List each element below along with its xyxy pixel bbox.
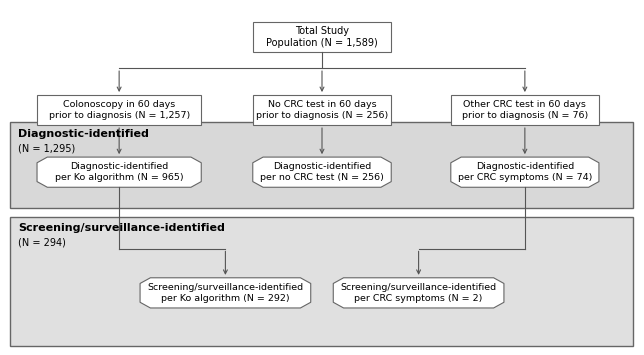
Polygon shape (37, 157, 201, 187)
Polygon shape (140, 278, 310, 308)
Text: Screening/surveillance-identified: Screening/surveillance-identified (18, 223, 225, 233)
Text: Diagnostic-identified
per no CRC test (N = 256): Diagnostic-identified per no CRC test (N… (260, 163, 384, 182)
FancyBboxPatch shape (252, 22, 392, 52)
FancyBboxPatch shape (10, 122, 633, 208)
FancyBboxPatch shape (10, 217, 633, 346)
FancyBboxPatch shape (451, 95, 599, 125)
Text: (N = 294): (N = 294) (18, 237, 66, 247)
Polygon shape (451, 157, 599, 187)
Text: Colonoscopy in 60 days
prior to diagnosis (N = 1,257): Colonoscopy in 60 days prior to diagnosi… (48, 100, 190, 120)
Text: Total Study
Population (N = 1,589): Total Study Population (N = 1,589) (266, 27, 378, 48)
Text: Diagnostic-identified
per CRC symptoms (N = 74): Diagnostic-identified per CRC symptoms (… (458, 163, 592, 182)
Text: (N = 1,295): (N = 1,295) (18, 143, 75, 153)
Text: No CRC test in 60 days
prior to diagnosis (N = 256): No CRC test in 60 days prior to diagnosi… (256, 100, 388, 120)
Text: Screening/surveillance-identified
per CRC symptoms (N = 2): Screening/surveillance-identified per CR… (341, 283, 497, 302)
Polygon shape (252, 157, 392, 187)
FancyBboxPatch shape (252, 95, 392, 125)
Text: Other CRC test in 60 days
prior to diagnosis (N = 76): Other CRC test in 60 days prior to diagn… (462, 100, 588, 120)
Text: Diagnostic-identified
per Ko algorithm (N = 965): Diagnostic-identified per Ko algorithm (… (55, 163, 184, 182)
FancyBboxPatch shape (37, 95, 201, 125)
Text: Screening/surveillance-identified
per Ko algorithm (N = 292): Screening/surveillance-identified per Ko… (147, 283, 303, 302)
Text: Diagnostic-identified: Diagnostic-identified (18, 129, 149, 139)
Polygon shape (334, 278, 504, 308)
